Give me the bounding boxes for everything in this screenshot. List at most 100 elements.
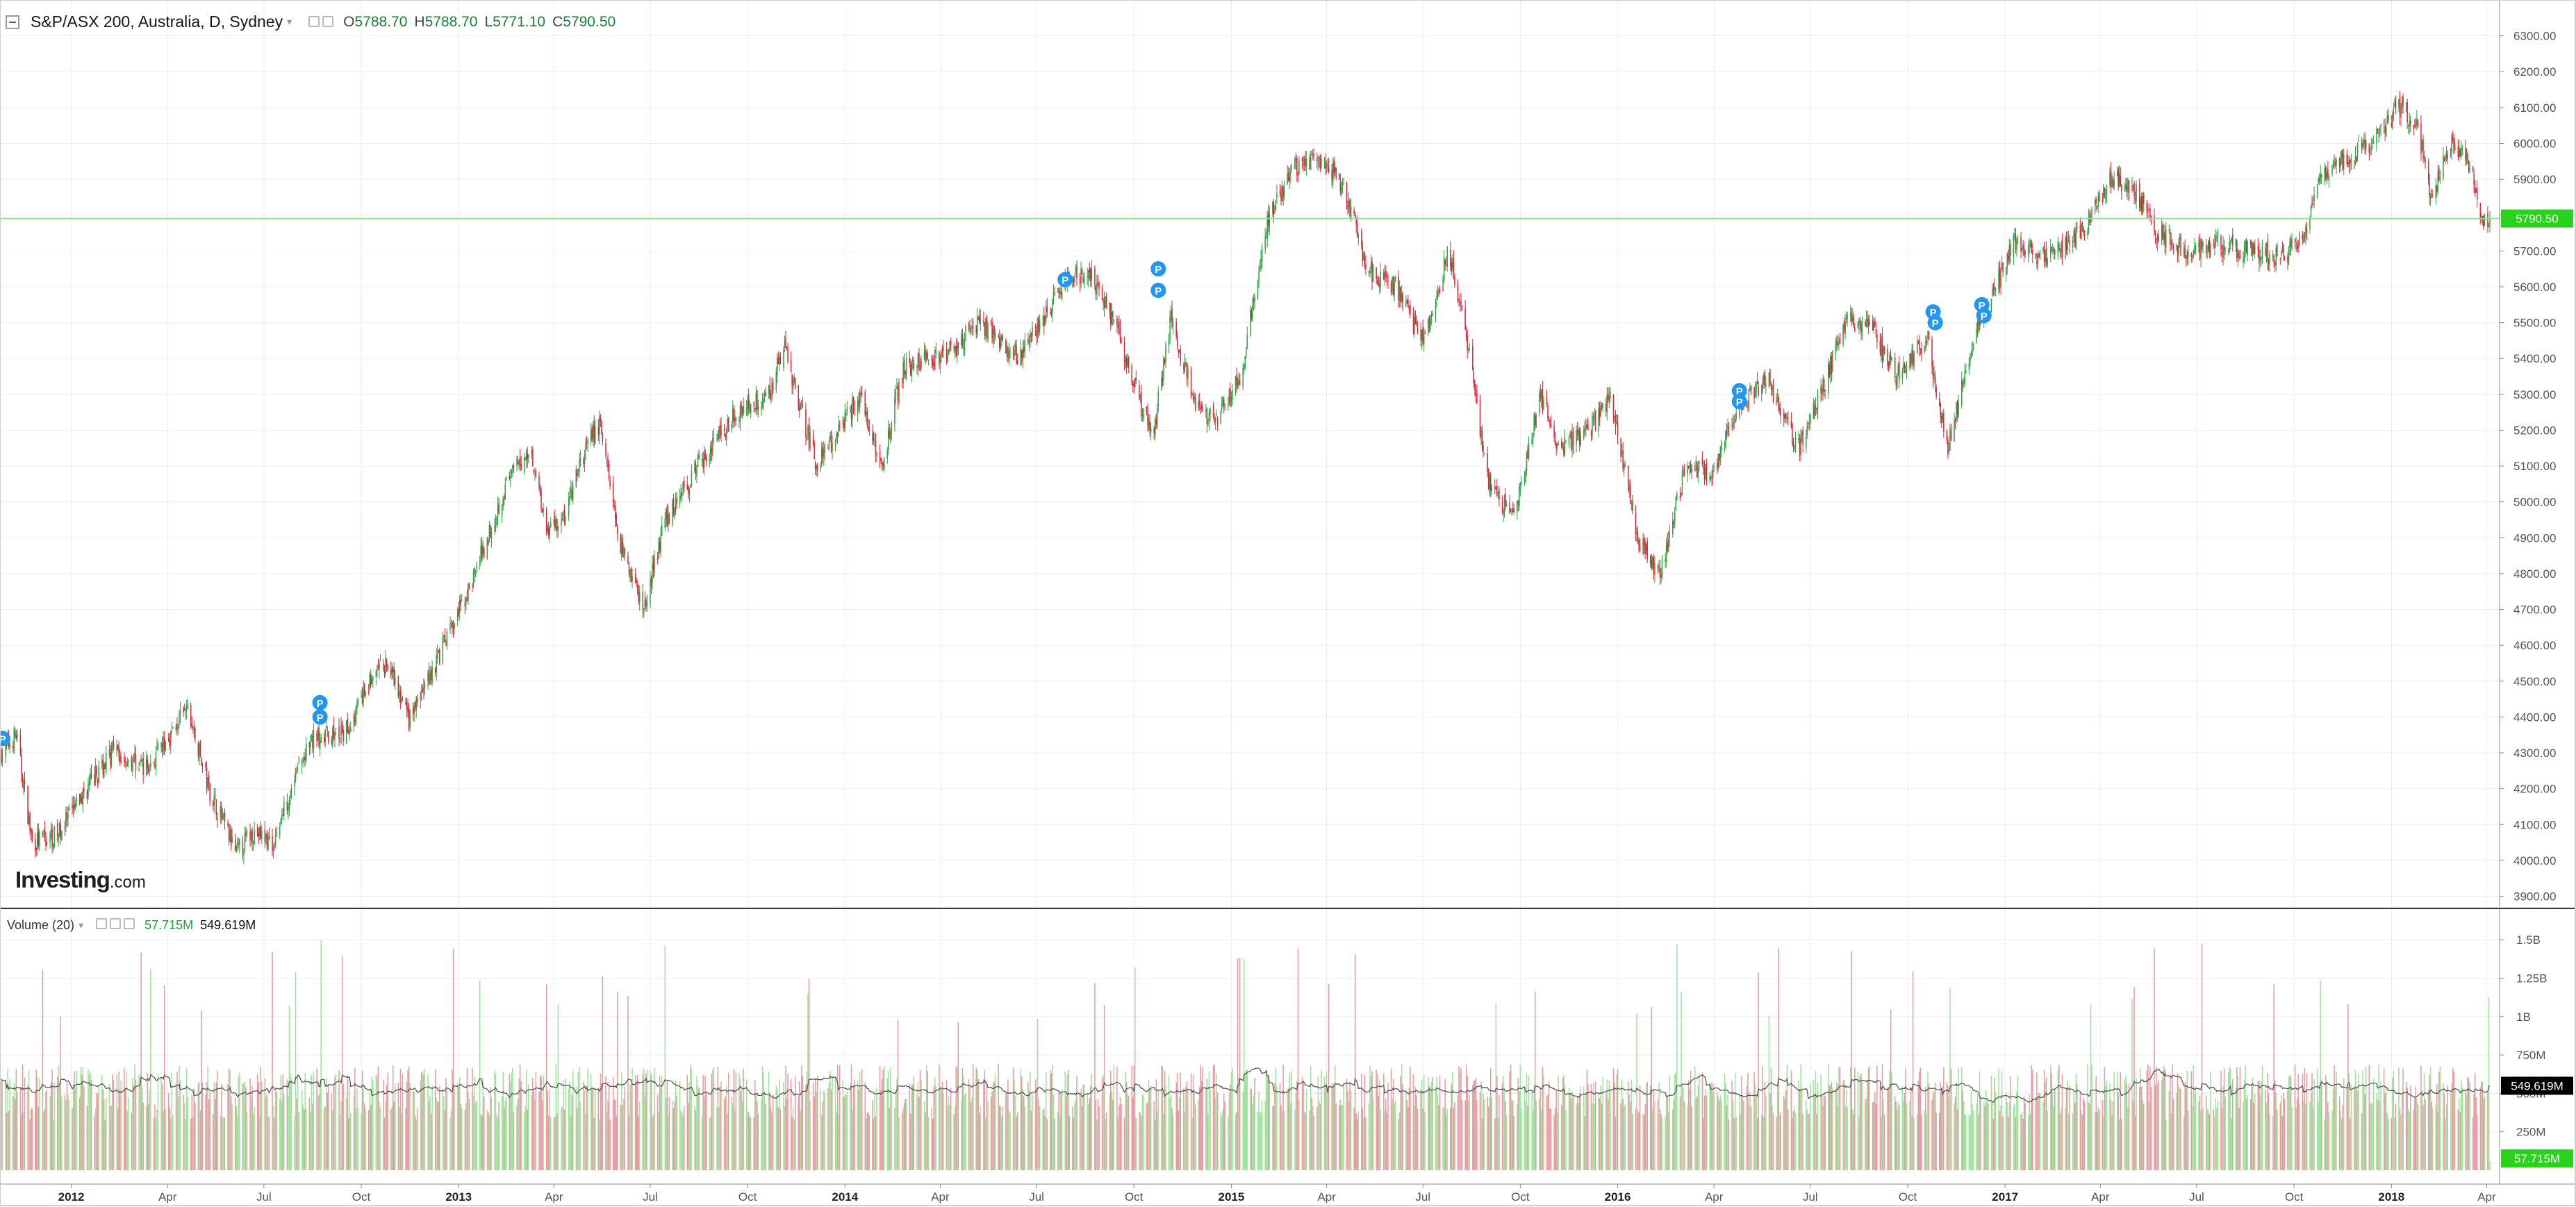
volume-bar [1046, 1119, 1048, 1170]
candle-body [1479, 399, 1481, 436]
volume-bar [1602, 1076, 1603, 1170]
candle-body [1832, 351, 1833, 372]
volume-bar [1369, 1066, 1371, 1170]
candle-body [1776, 397, 1778, 402]
candle-body [345, 720, 347, 744]
candle-body [2239, 256, 2241, 259]
candle-body [1305, 158, 1306, 166]
volume-bar [349, 1085, 351, 1170]
volume-bar [1524, 1085, 1526, 1170]
candle-body [2392, 115, 2393, 128]
volume-bar [910, 1113, 911, 1170]
candle-body [528, 455, 529, 458]
volume-bar [652, 1115, 654, 1170]
volume-bar [986, 1082, 988, 1170]
candle-body [691, 471, 693, 486]
candle-body [331, 740, 333, 744]
volume-bar [979, 1113, 980, 1170]
candle-body [965, 326, 966, 333]
candle-body [140, 760, 142, 762]
candle-body [1517, 500, 1519, 504]
volume-bar [1776, 1117, 1777, 1170]
candle-body [1454, 276, 1455, 285]
volume-bar [2147, 1064, 2149, 1170]
candle-body [1163, 358, 1164, 380]
candle-body [272, 835, 273, 851]
candle-body [1639, 545, 1641, 551]
volume-bar [183, 1094, 184, 1170]
candle-body [1109, 302, 1110, 312]
candle-body [21, 755, 22, 775]
volume-bar [1274, 1083, 1275, 1170]
volume-bar [1576, 1104, 1577, 1170]
candle-body [2077, 227, 2078, 228]
candle-body [147, 760, 149, 768]
volume-bar [2283, 1092, 2284, 1170]
candle-body [1155, 419, 1157, 425]
volume-bar [1083, 1084, 1085, 1170]
candle-body [1265, 237, 1267, 238]
volume-bar [1979, 1071, 1981, 1170]
candle-body [2002, 263, 2004, 273]
candle-body [170, 731, 172, 747]
volume-bar [142, 1102, 144, 1170]
candle-body [1162, 378, 1164, 382]
candle-body [627, 555, 629, 565]
volume-bar [911, 1083, 913, 1170]
volume-bar [1068, 1069, 1069, 1170]
candle-body [2429, 193, 2431, 199]
candle-body [1186, 363, 1188, 378]
candle-body [882, 463, 884, 468]
volume-bar [613, 1099, 615, 1170]
volume-bar [927, 1071, 928, 1170]
candle-body [592, 425, 594, 438]
volume-bar [2259, 1080, 2260, 1170]
candle-body [1453, 258, 1455, 278]
candle-body [2156, 238, 2157, 240]
candle-body [443, 635, 445, 638]
volume-bar [1620, 1103, 1621, 1170]
volume-bar [695, 1110, 697, 1170]
volume-bar [1976, 1104, 1977, 1170]
candle-body [261, 831, 263, 840]
candle-body [81, 797, 83, 804]
candle-body [340, 724, 342, 737]
volume-bar [1576, 1097, 1578, 1170]
volume-bar [2216, 1108, 2218, 1170]
volume-bar [261, 1081, 263, 1170]
volume-bar [187, 1097, 188, 1170]
volume-bar [1601, 1103, 1603, 1170]
candle-body [1494, 486, 1496, 489]
volume-bar [1149, 1088, 1150, 1170]
volume-bar [1042, 1110, 1043, 1170]
candle-body [2398, 99, 2400, 107]
candle-body [2238, 253, 2240, 258]
candle-body [1813, 402, 1815, 419]
candle-body [1363, 253, 1364, 260]
candle-body [1867, 318, 1868, 321]
volume-bar [1768, 1015, 1770, 1170]
volume-bar [1281, 1112, 1283, 1170]
candle-body [192, 726, 194, 731]
candle-body [644, 599, 646, 609]
volume-bar [355, 1108, 357, 1170]
volume-bar [1792, 1117, 1793, 1170]
volume-bar [161, 1084, 163, 1170]
volume-bar [2188, 1110, 2189, 1170]
volume-bar [2179, 1088, 2181, 1170]
candle-body [2099, 192, 2100, 202]
candle-body [979, 316, 980, 324]
volume-bar [1096, 1119, 1098, 1170]
candle-body [1815, 406, 1817, 413]
volume-bar [363, 1083, 364, 1170]
candle-body [1616, 421, 1617, 424]
volume-bar [2156, 1083, 2158, 1170]
candle-body [1024, 340, 1026, 351]
volume-bar [2287, 1090, 2288, 1170]
volume-bar [1986, 1101, 1988, 1170]
volume-bar [750, 1116, 752, 1170]
candle-body [385, 657, 386, 674]
candle-body [750, 404, 752, 415]
volume-bar [1323, 1076, 1326, 1170]
